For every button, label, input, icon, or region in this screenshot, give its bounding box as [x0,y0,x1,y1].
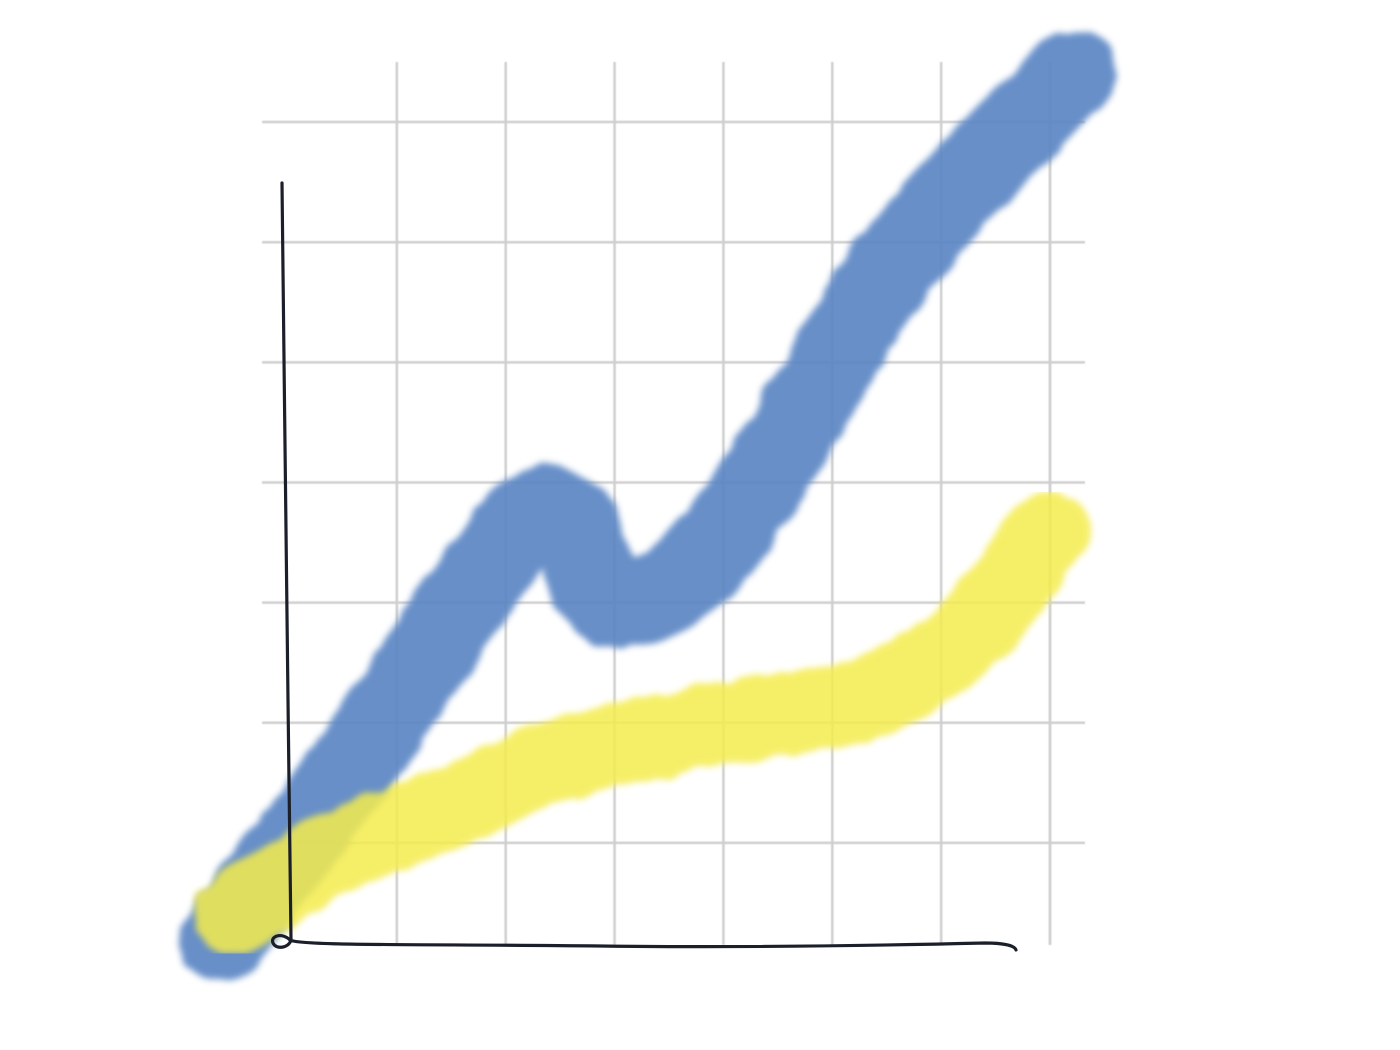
y-axis-line [280,181,293,942]
series-line-1 [192,489,1091,956]
series-layer [178,29,1116,983]
series-line-0 [178,29,1116,983]
axes [270,181,1018,952]
x-axis-line [270,933,1018,952]
